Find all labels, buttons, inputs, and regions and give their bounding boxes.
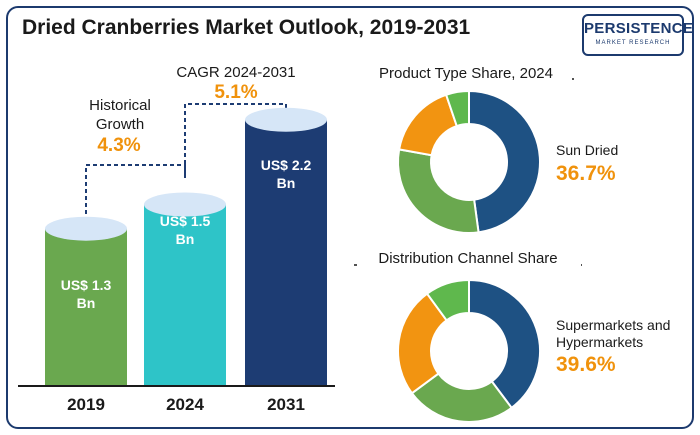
bar-value-label-2024-line1: US$ 1.5 bbox=[160, 213, 211, 229]
bar-value-label-2024-line2: Bn bbox=[176, 231, 195, 247]
sun-dried-value: 36.7% bbox=[556, 162, 616, 185]
product-type-slice-3 bbox=[444, 89, 470, 128]
product-type-title-bg bbox=[360, 62, 572, 84]
historical-growth-label-line2: Growth bbox=[96, 116, 144, 133]
product-type-slice-0 bbox=[468, 89, 541, 234]
product-type-slice-2 bbox=[397, 93, 459, 157]
distribution-title-bg bbox=[357, 247, 581, 269]
x-tick-2024: 2024 bbox=[166, 395, 204, 414]
bar-2024 bbox=[144, 204, 226, 386]
logo-subtext: MARKET RESEARCH bbox=[595, 40, 671, 46]
product-type-title: Product Type Share, 2024 bbox=[379, 65, 553, 82]
product-type-donut bbox=[397, 89, 541, 234]
x-tick-2019: 2019 bbox=[67, 395, 105, 414]
bar-top-2031 bbox=[245, 107, 327, 132]
sun-dried-label: Sun Dried bbox=[556, 142, 618, 158]
bar-2019 bbox=[45, 228, 127, 386]
bar-value-label-2019-line2: Bn bbox=[77, 295, 96, 311]
supermarkets-value: 39.6% bbox=[556, 353, 616, 376]
bar-value-label-2031-line2: Bn bbox=[277, 175, 296, 191]
logo-text: PERSISTENCE bbox=[584, 20, 694, 37]
bar-value-label-2031-line1: US$ 2.2 bbox=[261, 157, 312, 173]
supermarkets-label-line2: Hypermarkets bbox=[556, 334, 643, 350]
distribution-donut bbox=[397, 278, 541, 423]
bar-series bbox=[45, 107, 327, 387]
historical-connector bbox=[85, 164, 186, 242]
supermarkets-label-line1: Supermarkets and bbox=[556, 317, 670, 333]
historical-growth-value: 4.3% bbox=[97, 135, 140, 156]
brand-logo: PERSISTENCE MARKET RESEARCH bbox=[582, 14, 694, 56]
historical-growth-label-line1: Historical bbox=[89, 97, 151, 114]
product-type-slice-1 bbox=[397, 148, 480, 234]
distribution-slice-0 bbox=[468, 278, 541, 410]
page-title: Dried Cranberries Market Outlook, 2019-2… bbox=[22, 16, 471, 39]
cagr-label: CAGR 2024-2031 bbox=[176, 64, 295, 81]
bar-value-label-2019-line1: US$ 1.3 bbox=[61, 277, 112, 293]
x-tick-2031: 2031 bbox=[267, 395, 305, 414]
bar-2031 bbox=[245, 119, 327, 387]
distribution-slice-3 bbox=[425, 278, 470, 322]
distribution-title: Distribution Channel Share bbox=[378, 250, 557, 267]
bar-top-2019 bbox=[45, 216, 127, 241]
cagr-value: 5.1% bbox=[214, 82, 257, 103]
bar-top-2024 bbox=[144, 192, 226, 217]
